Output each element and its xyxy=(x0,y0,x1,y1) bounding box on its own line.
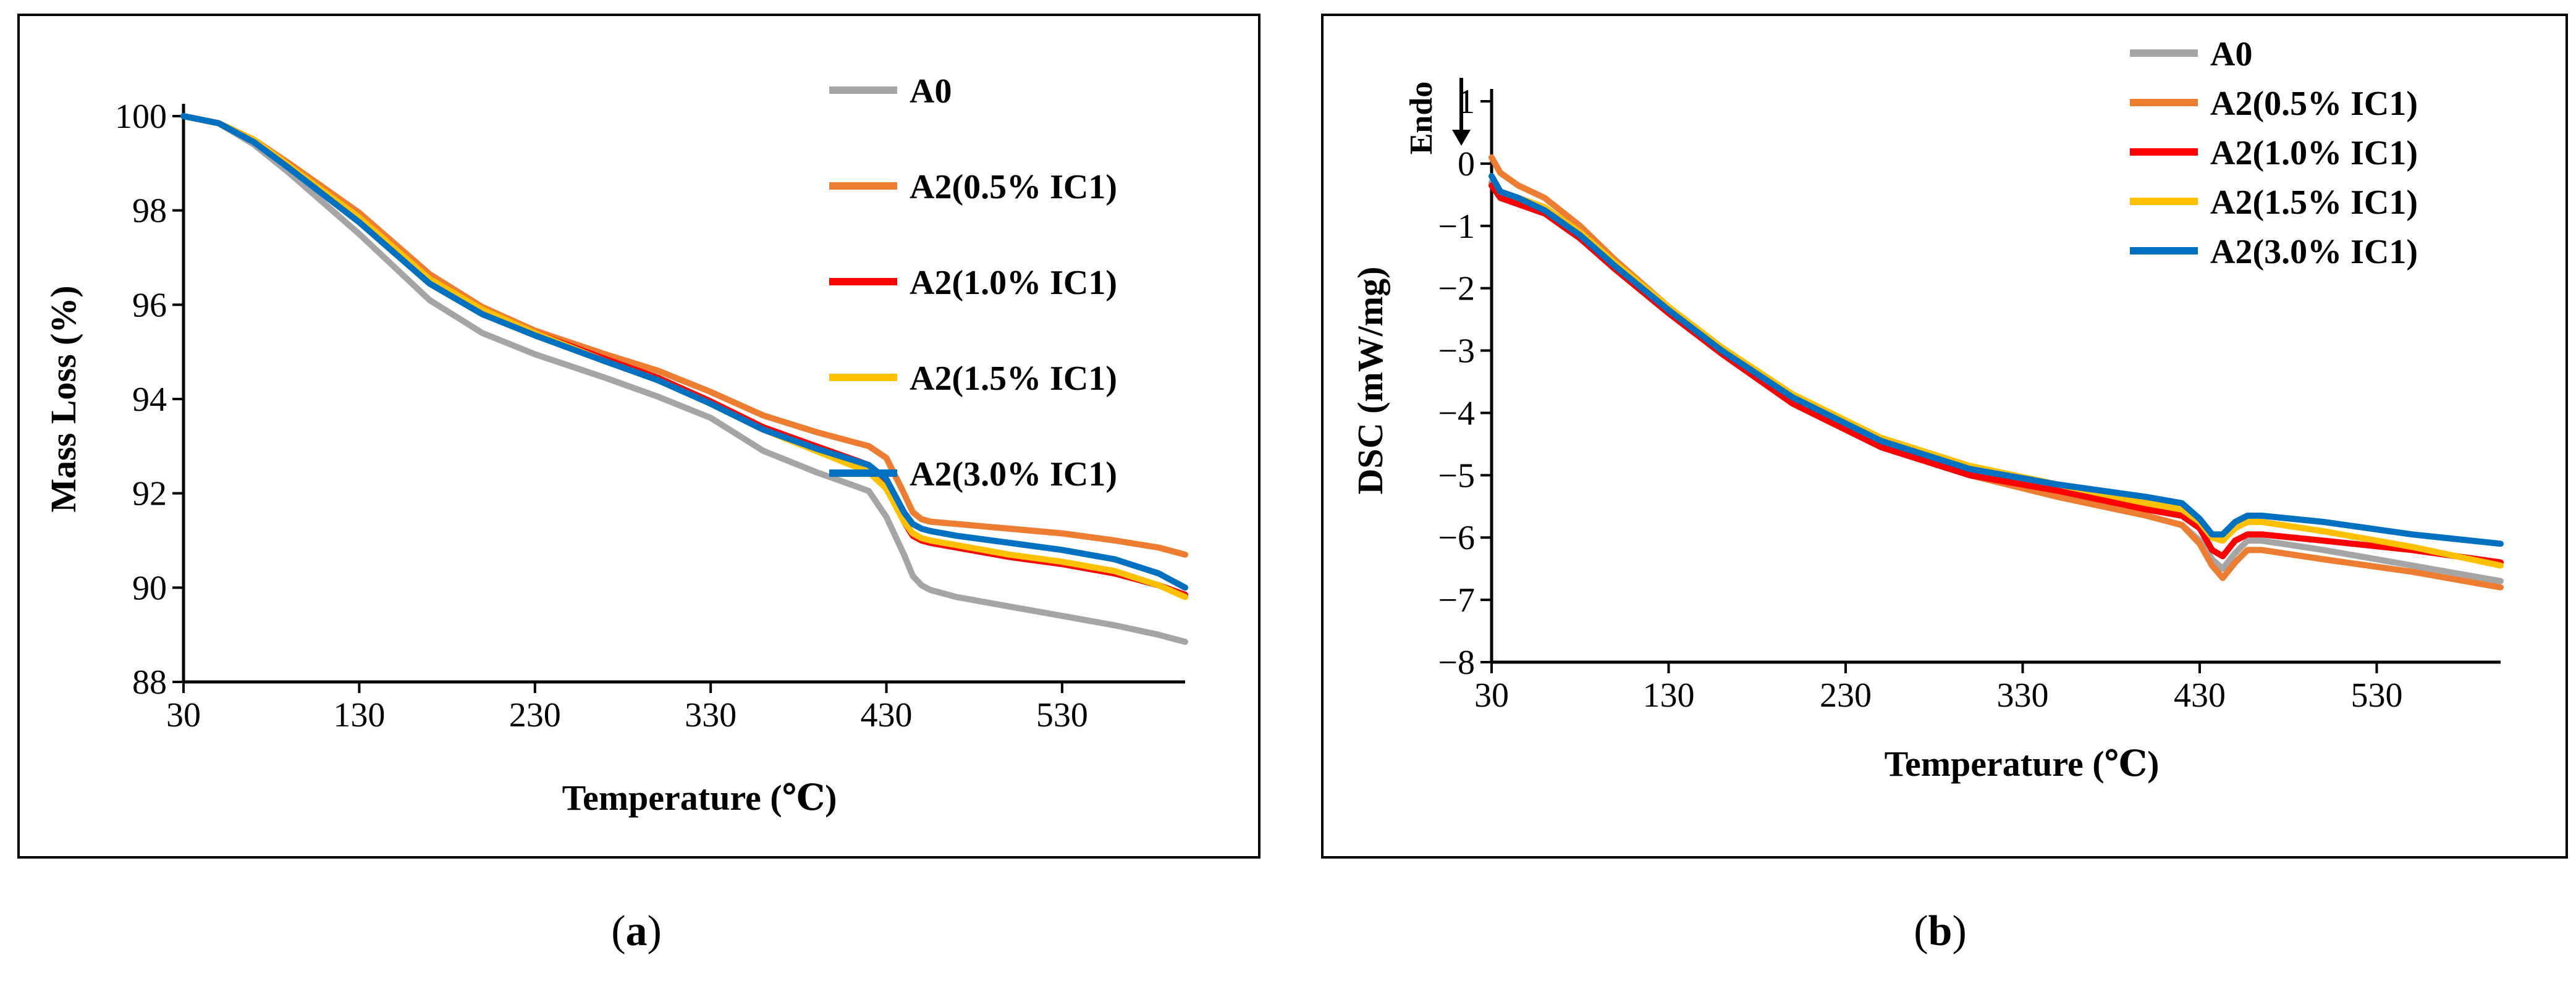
series-line-2 xyxy=(180,113,1188,558)
chart-b-svg: 30 130 230 330 430 530−8−7−6−5−4−3−2−101A0A2(… xyxy=(1350,35,2504,784)
x-tick-label: 130 xyxy=(1642,676,1694,715)
y-tick-label: −5 xyxy=(1438,456,1475,495)
x-axis-title: Temperature (℃) xyxy=(562,778,837,818)
x-tick-label: 230 xyxy=(509,696,561,734)
endo-annotation: Endo xyxy=(1404,82,1439,155)
x-tick-label: 230 xyxy=(1820,676,1872,715)
y-tick-label: −3 xyxy=(1438,332,1475,371)
x-axis-title: Temperature (℃) xyxy=(1885,744,2160,784)
y-tick-label: 100 xyxy=(115,98,167,136)
legend-label: A2(3.0% IC1) xyxy=(2210,233,2418,271)
caption-b: (b) xyxy=(1914,907,1967,956)
legend-label: A2(1.0% IC1) xyxy=(2210,134,2418,172)
x-tick-label: 130 xyxy=(333,696,385,734)
series-line-1 xyxy=(180,113,1188,645)
caption-b-close: ) xyxy=(1952,907,1967,955)
legend-label: A2(1.0% IC1) xyxy=(910,264,1117,302)
x-tick-label: 330 xyxy=(1996,676,2048,715)
y-axis-title: Mass Loss (%) xyxy=(43,285,83,512)
caption-a-letter: a xyxy=(625,907,648,955)
y-tick-label: 94 xyxy=(132,380,167,419)
caption-a-close: ) xyxy=(647,907,662,955)
legend-label: A2(0.5% IC1) xyxy=(910,168,1117,206)
y-tick-label: −6 xyxy=(1438,519,1475,557)
y-tick-label: 0 xyxy=(1458,145,1475,183)
y-tick-label: 92 xyxy=(132,475,167,513)
caption-a: (a) xyxy=(611,907,662,956)
x-tick-label: 330 xyxy=(685,696,737,734)
caption-b-letter: b xyxy=(1928,907,1953,955)
y-tick-label: 90 xyxy=(132,569,167,607)
y-tick-label: −8 xyxy=(1438,644,1475,682)
y-axis-title: DSC (mW/mg) xyxy=(1350,267,1390,495)
x-tick-label: 430 xyxy=(2174,676,2226,715)
x-tick-label: 30 xyxy=(166,696,201,734)
chart-panel-a: 30 130 230 330 430 530 88 90 92 94 96 98 100 A0 A2(0.5… xyxy=(17,14,1261,859)
legend-label: A0 xyxy=(910,72,952,111)
endo-arrow-head xyxy=(1452,130,1471,146)
x-tick-label: 530 xyxy=(2350,676,2402,715)
legend-label: A0 xyxy=(2210,35,2252,74)
y-tick-label: −4 xyxy=(1438,394,1475,432)
series-line-5 xyxy=(1489,173,2504,547)
series-line-2 xyxy=(1489,154,2504,591)
legend-label: A2(1.5% IC1) xyxy=(910,359,1117,398)
y-tick-label: 96 xyxy=(132,286,167,324)
y-tick-label: −1 xyxy=(1438,208,1475,246)
y-tick-label: 98 xyxy=(132,192,167,230)
caption-b-open: ( xyxy=(1914,907,1928,955)
y-tick-label: 88 xyxy=(132,663,167,702)
legend-label: A2(3.0% IC1) xyxy=(910,455,1117,494)
series-line-5 xyxy=(180,113,1188,591)
x-tick-label: 430 xyxy=(861,696,913,734)
caption-a-open: ( xyxy=(611,907,626,955)
x-tick-label: 530 xyxy=(1036,696,1088,734)
y-tick-label: −2 xyxy=(1438,270,1475,308)
legend-label: A2(1.5% IC1) xyxy=(2210,183,2418,222)
y-tick-label: −7 xyxy=(1438,581,1475,620)
chart-a-svg: 30 130 230 330 430 530 88 90 92 94 96 98 100 A0 A2(0.5… xyxy=(43,72,1188,818)
chart-panel-b: 30 130 230 330 430 530 −8 −7 −6 −5 −4 −3 −2 −1 0 1 A0 A2(… xyxy=(1321,14,2568,859)
legend-label: A2(0.5% IC1) xyxy=(2210,85,2418,123)
x-tick-label: 30 xyxy=(1474,676,1509,715)
